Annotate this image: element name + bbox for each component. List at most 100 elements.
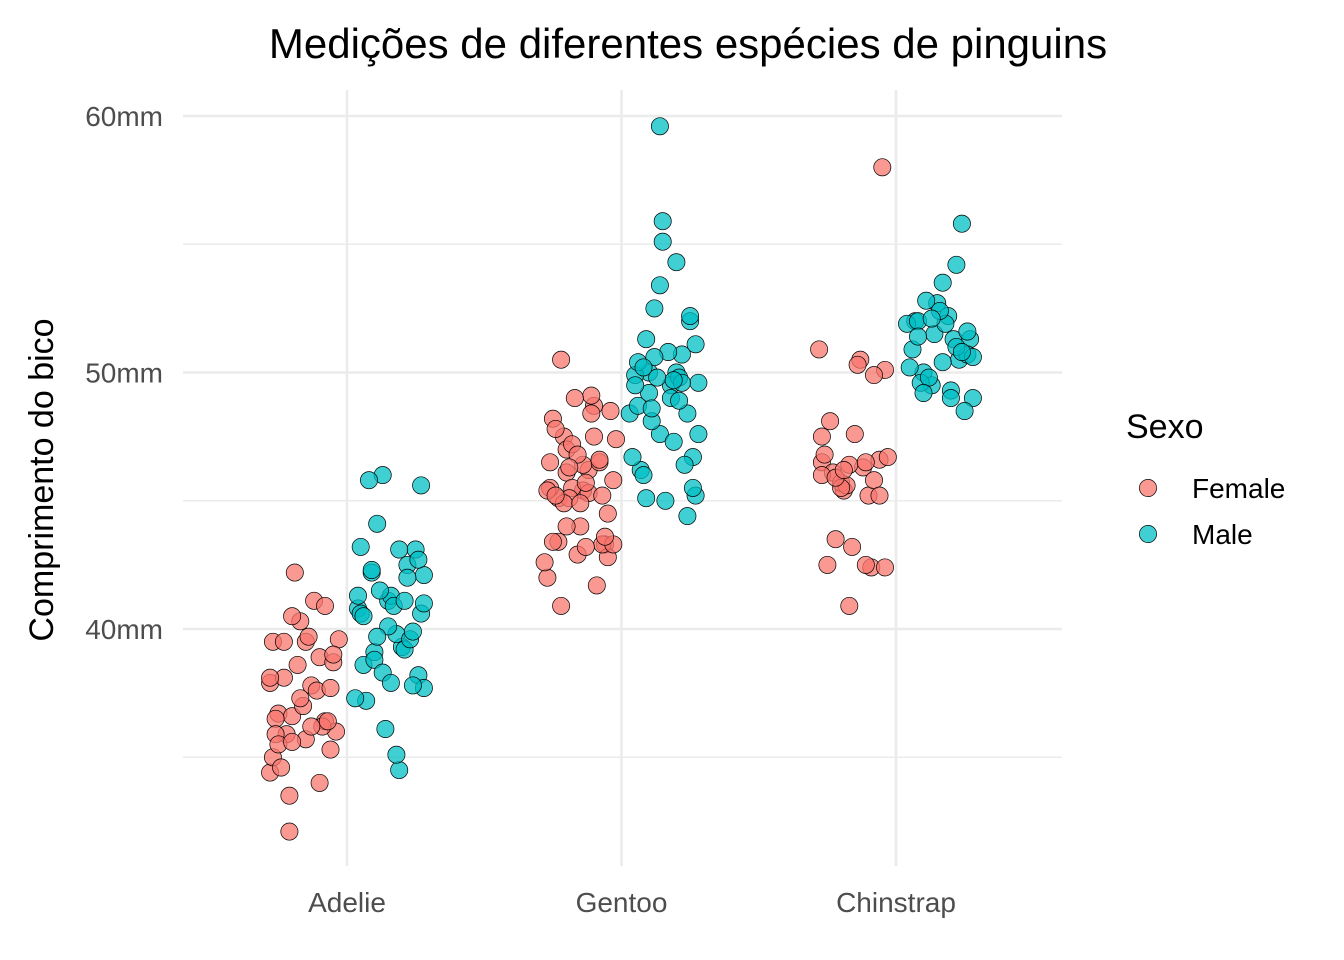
point-female (543, 532, 562, 551)
point-female (590, 450, 609, 469)
point-male (368, 514, 387, 533)
point-male (370, 581, 389, 600)
point-female (587, 576, 606, 595)
point-female (565, 389, 584, 408)
point-female (283, 732, 302, 751)
point-male (917, 291, 936, 310)
point-male (349, 586, 367, 605)
point-male (381, 673, 400, 692)
point-female (285, 563, 304, 582)
point-female (878, 448, 897, 467)
point-male (683, 478, 702, 497)
point-female (598, 504, 617, 523)
point-female (843, 537, 862, 556)
point-male (653, 232, 672, 251)
point-male (667, 253, 686, 272)
point-male (952, 214, 971, 233)
point-male (637, 489, 656, 508)
point-male (933, 353, 952, 372)
point-female (876, 558, 894, 577)
point-female (321, 740, 340, 759)
point-male (909, 327, 927, 346)
x-axis-ticks: Adelie Gentoo Chinstrap (308, 887, 956, 918)
point-female (288, 655, 307, 674)
point-male (958, 322, 977, 341)
point-male (650, 117, 669, 136)
point-male (365, 650, 384, 669)
point-female (535, 553, 554, 572)
point-male (409, 550, 428, 569)
point-male (675, 455, 694, 474)
point-female (546, 419, 565, 438)
point-male (955, 402, 974, 420)
point-male (414, 566, 433, 585)
point-female (848, 355, 867, 374)
point-female (557, 517, 576, 536)
point-male (650, 425, 669, 444)
point-female (552, 596, 571, 615)
point-female (856, 453, 875, 472)
point-female (546, 486, 565, 505)
point-female (571, 494, 590, 513)
point-female (601, 402, 620, 420)
point-female (568, 445, 587, 464)
point-male (689, 425, 708, 444)
point-male (403, 622, 422, 641)
point-female (812, 427, 831, 446)
point-male (947, 255, 966, 274)
y-axis-label: Comprimento do bico (23, 318, 61, 641)
point-male (346, 689, 365, 708)
point-male (623, 448, 642, 467)
point-female (329, 630, 348, 649)
point-male (642, 399, 661, 418)
point-female (272, 758, 291, 777)
point-female (560, 458, 579, 477)
point-female (845, 425, 864, 444)
chart-title: Medições de diferentes espécies de pingu… (269, 20, 1107, 67)
point-female (582, 386, 601, 405)
point-female (810, 340, 829, 359)
point-female (870, 486, 889, 505)
point-female (585, 427, 603, 446)
point-female (321, 679, 340, 697)
points (261, 117, 982, 841)
point-male (376, 720, 395, 738)
point-male (900, 358, 919, 377)
point-male (681, 307, 700, 326)
point-female (316, 596, 334, 615)
legend-label-male: Male (1192, 519, 1253, 550)
point-male (351, 537, 370, 556)
point-female (274, 632, 293, 651)
legend-key-female (1139, 479, 1157, 497)
point-male (362, 561, 381, 579)
legend-label-female: Female (1192, 473, 1285, 504)
point-female (541, 453, 560, 472)
point-male (670, 391, 689, 410)
point-female (856, 555, 875, 574)
legend-key-male (1139, 525, 1157, 543)
point-male (354, 607, 373, 626)
x-tick-label: Gentoo (576, 887, 668, 918)
point-female (873, 158, 892, 177)
point-male (678, 507, 697, 526)
point-male (368, 627, 387, 646)
point-male (678, 404, 697, 423)
point-female (538, 568, 557, 587)
point-male (650, 276, 669, 295)
point-male (645, 299, 664, 318)
point-female (280, 786, 299, 805)
point-female (299, 627, 318, 646)
point-female (291, 689, 310, 708)
point-female (604, 471, 623, 490)
x-tick-label: Adelie (308, 887, 386, 918)
point-female (266, 709, 285, 728)
point-male (653, 212, 672, 231)
point-male (379, 617, 398, 636)
legend-items: Female Male (1139, 473, 1285, 550)
point-male (390, 761, 409, 780)
point-female (607, 430, 625, 449)
point-female (821, 412, 840, 431)
y-axis-ticks: 40mm 50mm 60mm (85, 101, 163, 645)
